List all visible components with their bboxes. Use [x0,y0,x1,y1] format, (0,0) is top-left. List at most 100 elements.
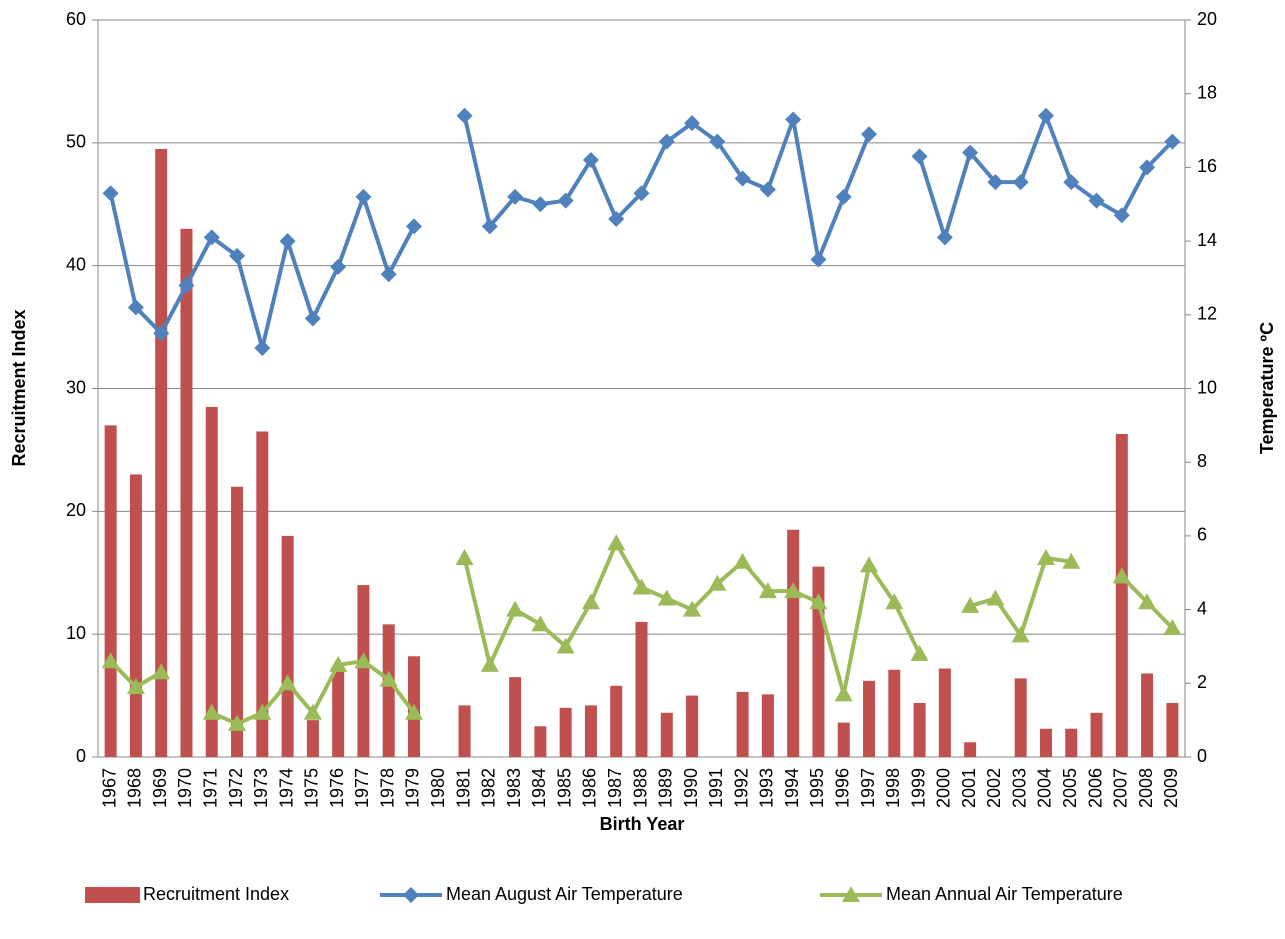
series-marker [632,578,651,595]
series-marker [860,556,879,573]
series-marker [481,218,498,235]
bar [787,529,800,757]
x-tick-label: 1974 [276,768,296,808]
series-marker [203,229,220,246]
series-marker [608,210,625,227]
y-tick-label: 60 [66,9,86,29]
series-marker [404,703,423,720]
series-marker [784,582,803,599]
bar [306,720,319,757]
bar [281,535,294,757]
bar [1141,673,1154,757]
y2-tick-label: 0 [1197,746,1207,766]
x-tick-label: 1971 [201,768,221,808]
x-tick-label: 1999 [908,768,928,808]
x-tick-label: 2002 [984,768,1004,808]
y2-tick-label: 2 [1197,672,1207,692]
legend-marker [842,886,860,902]
series-marker [962,144,979,161]
bar [913,702,926,757]
series-marker [658,133,675,150]
series-marker [581,593,600,610]
series-marker [254,339,271,356]
bar [1065,728,1078,757]
series-marker [633,185,650,202]
bar [837,722,850,757]
x-tick-label: 2004 [1035,768,1055,808]
x-tick-label: 1994 [782,768,802,808]
bar [1115,433,1128,757]
x-tick-label: 1979 [403,768,423,808]
series-marker [1011,626,1030,643]
x-tick-label: 1985 [554,768,574,808]
series-marker [708,574,727,591]
x-tick-label: 1997 [858,768,878,808]
series-marker [1037,107,1054,124]
series-marker [102,185,119,202]
series-marker [733,552,752,569]
series-marker [709,133,726,150]
series-marker [329,655,348,672]
y-tick-label: 40 [66,254,86,274]
x-tick-label: 1993 [757,768,777,808]
x-tick-label: 2009 [1161,768,1181,808]
series-marker [304,310,321,327]
series-marker [1113,207,1130,224]
series-marker [101,652,120,669]
series-marker [1062,552,1081,569]
bar [559,707,572,757]
x-tick-label: 1992 [731,768,751,808]
y2-tick-label: 12 [1197,304,1217,324]
series-marker [1138,593,1157,610]
x-tick-label: 1977 [352,768,372,808]
bar [761,694,774,757]
y-tick-label: 0 [76,746,86,766]
x-tick-label: 1972 [226,768,246,808]
series-marker [734,170,751,187]
y2-tick-label: 14 [1197,230,1217,250]
y-tick-label: 20 [66,500,86,520]
x-tick-label: 2006 [1085,768,1105,808]
series-marker [1112,567,1131,584]
series-marker [835,188,852,205]
series-marker [834,685,853,702]
series-marker [556,637,575,654]
y2-axis-title: Temperature ºC [1257,322,1277,454]
x-tick-label: 1987 [605,768,625,808]
series-marker [355,188,372,205]
y-tick-label: 30 [66,377,86,397]
bar [155,148,168,758]
series-marker [229,247,246,264]
x-tick-label: 2000 [934,768,954,808]
y-axis-title: Recruitment Index [9,309,29,466]
series-marker [683,600,702,617]
series-marker [785,111,802,128]
series-marker [303,703,322,720]
series-marker [279,233,296,250]
bar [104,425,117,757]
series-marker [456,107,473,124]
series-marker [809,593,828,610]
bar [686,695,699,757]
series-marker [607,534,626,551]
series-marker [1012,174,1029,191]
x-tick-label: 1988 [630,768,650,808]
legend-label: Mean August Air Temperature [446,884,683,904]
bar [863,680,876,757]
bar [888,669,901,757]
series-marker [379,670,398,687]
series-marker [987,174,1004,191]
series-marker [986,589,1005,606]
x-tick-label: 1982 [479,768,499,808]
bar [1014,678,1027,757]
x-tick-label: 1968 [125,768,145,808]
x-tick-label: 1981 [453,768,473,808]
x-tick-label: 2005 [1060,768,1080,808]
bar [964,742,977,757]
series-marker [582,152,599,169]
bar [231,486,244,757]
series-marker [531,615,550,632]
bar [180,228,193,758]
x-tick-label: 1983 [504,768,524,808]
x-tick-label: 1978 [377,768,397,808]
